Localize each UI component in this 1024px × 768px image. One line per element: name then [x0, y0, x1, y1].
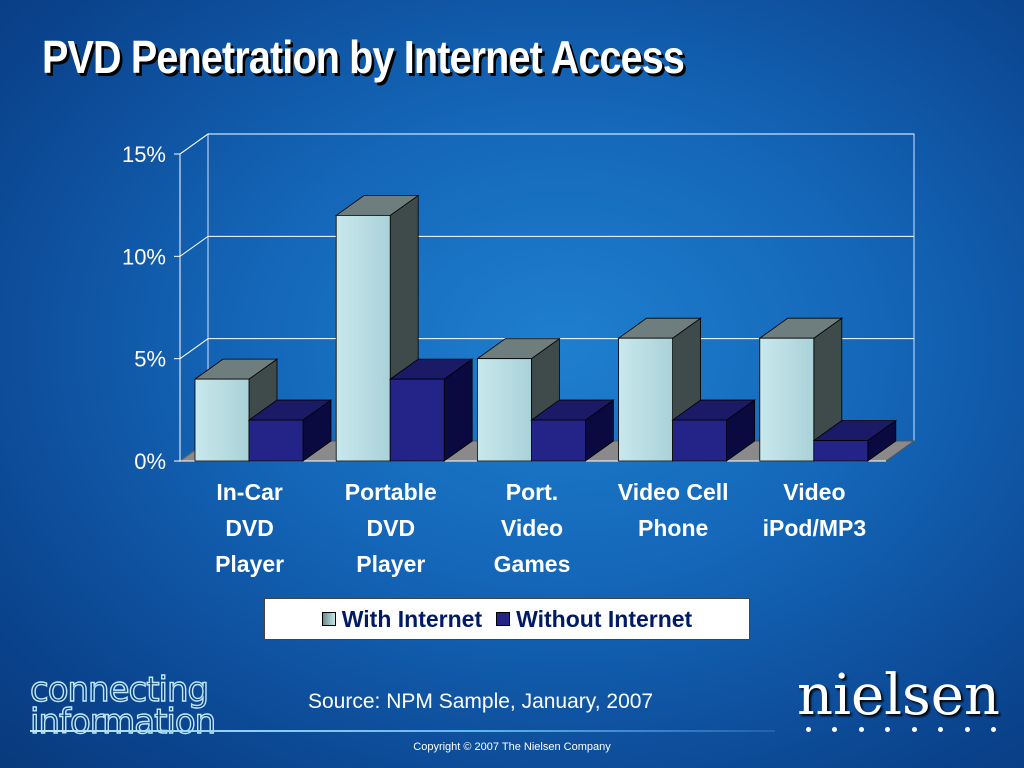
x-category-label: DVD [225, 515, 274, 541]
bar-without-internet-2 [530, 399, 615, 462]
chart-bars [193, 194, 898, 462]
copyright-text: Copyright © 2007 The Nielsen Company [413, 741, 611, 753]
x-category-label: Portable [345, 479, 437, 505]
bar-front [194, 378, 250, 462]
gridline [179, 133, 914, 155]
legend-swatch-without-internet [496, 612, 511, 626]
bar-front [531, 419, 586, 462]
bar-without-internet-0 [247, 399, 333, 462]
x-category-label: Phone [638, 515, 708, 541]
bar-chart: 0% 5% 10% 15% In-Car DVD Player Portable DVD Pla… [122, 133, 916, 577]
bar-front [476, 358, 532, 462]
bar-front [672, 419, 727, 462]
x-axis-labels: In-Car DVD Player Portable DVD Player Port. Vid… [215, 479, 866, 577]
nielsen-logo-dots [806, 727, 996, 732]
x-category-label: Video [501, 515, 563, 541]
legend-label-without-internet: Without Internet [516, 605, 693, 632]
nielsen-logo: nielsen [797, 663, 1000, 728]
bar-front [618, 337, 673, 462]
x-category-label: Games [494, 551, 571, 577]
legend-swatch-with-internet [321, 612, 336, 626]
y-tick-label: 10% [122, 244, 166, 269]
source-note: Source: NPM Sample, January, 2007 [308, 690, 654, 713]
bar-front [813, 440, 869, 462]
bar-front [389, 378, 445, 462]
y-tick-label: 15% [122, 142, 166, 167]
legend-item-without-internet: Without Internet [496, 606, 692, 633]
x-category-label: DVD [367, 515, 416, 541]
bar-without-internet-3 [671, 399, 756, 462]
bar-without-internet-4 [812, 419, 898, 462]
bar-front [248, 419, 304, 462]
x-category-label: In-Car [216, 479, 283, 505]
bar-front [759, 337, 815, 462]
x-category-label: Video [783, 479, 845, 505]
y-tick-label: 5% [134, 347, 166, 372]
x-category-label: Player [356, 551, 425, 577]
chart-legend: With Internet Without Internet [264, 598, 750, 640]
x-category-label: iPod/MP3 [763, 515, 867, 541]
logo-left-line1: connecting [29, 670, 210, 710]
bar-front [335, 214, 391, 462]
x-category-label: Player [215, 551, 284, 577]
legend-item-with-internet: With Internet [321, 605, 483, 633]
y-axis-ticks: 0% 5% 10% 15% [122, 142, 886, 474]
x-category-label: Video Cell [618, 479, 729, 505]
slide-title: PVD Penetration by Internet Access [42, 31, 685, 83]
logo-underline [30, 730, 775, 732]
connecting-information-logo: connecting information [29, 670, 230, 742]
legend-label-with-internet: With Internet [341, 605, 483, 632]
gridline [179, 235, 914, 257]
bar-without-internet-1 [388, 358, 474, 462]
logo-left-line2: information [29, 702, 217, 742]
y-tick-label: 0% [134, 449, 166, 474]
x-category-label: Port. [506, 479, 558, 505]
